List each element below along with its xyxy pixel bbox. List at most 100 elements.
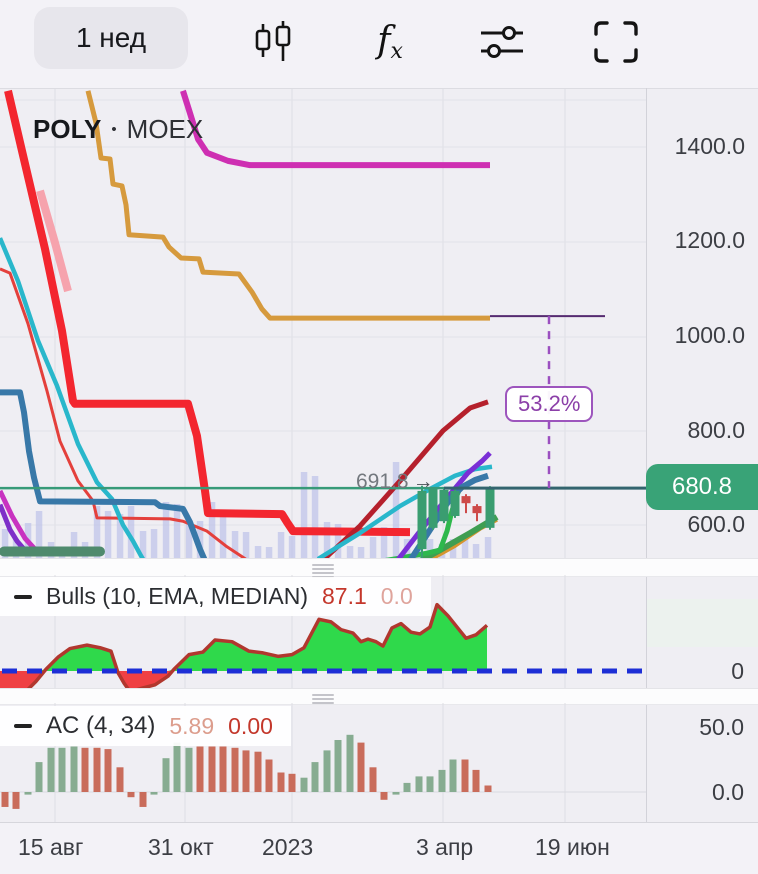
ma-purple-tail — [0, 503, 26, 551]
main-chart-panel — [0, 88, 758, 647]
fullscreen-icon — [593, 20, 639, 64]
ma-cyan-down — [0, 237, 146, 559]
interval-button[interactable]: 1 нед — [34, 7, 188, 69]
ac-bar — [426, 776, 434, 792]
ac-bar — [185, 747, 193, 792]
settings-button[interactable] — [472, 14, 532, 70]
volume-bar — [35, 511, 43, 559]
ma-orange — [85, 90, 490, 321]
ma-darkred-up — [320, 399, 489, 559]
ac-bar — [219, 746, 227, 792]
ac-bar — [116, 767, 124, 792]
ac-indicator-canvas[interactable] — [0, 703, 646, 822]
indicators-button[interactable]: fx — [360, 14, 420, 70]
ac-bar — [277, 772, 285, 792]
ma-purple-up — [395, 451, 492, 559]
volume-bar — [357, 547, 365, 559]
volume-bar — [334, 524, 342, 559]
ac-bar — [81, 747, 89, 792]
volume-bar — [380, 527, 388, 559]
ac-bar — [127, 792, 135, 798]
ac-bar — [58, 747, 66, 792]
fib-percent-label[interactable]: 53.2% — [505, 386, 594, 422]
bulls-area — [0, 671, 487, 688]
volume-bar — [265, 547, 273, 559]
volume-bar — [219, 511, 227, 559]
stop-red-light — [36, 189, 72, 293]
volume-bar — [70, 532, 78, 559]
ac-axis-label: 0.0 — [712, 779, 744, 805]
time-axis[interactable]: 15 авг 31 окт 2023 3 апр 19 июн — [0, 822, 758, 874]
volume-bar — [484, 537, 492, 559]
ac-value-2: 0.00 — [228, 712, 273, 739]
minus-icon — [14, 594, 32, 599]
top-toolbar: 1 нед fx — [0, 0, 758, 89]
exchange-name: MOEX — [126, 114, 204, 144]
ac-bar — [380, 792, 388, 800]
ac-panel-drag-handle[interactable] — [312, 692, 334, 706]
volume-bar — [288, 536, 296, 559]
ac-bar — [449, 759, 457, 792]
right-arrow-icon: → — [412, 470, 434, 493]
volume-bar — [242, 532, 250, 559]
ac-value-1: 5.89 — [169, 712, 215, 739]
ac-bar — [93, 747, 101, 792]
ac-bar — [461, 759, 469, 792]
volume-bar — [150, 529, 158, 559]
symbol-title: POLY • MOEX — [33, 114, 203, 145]
ac-bar — [12, 792, 20, 809]
fullscreen-button[interactable] — [586, 14, 646, 70]
candle-body — [417, 490, 427, 550]
ac-bar — [1, 792, 9, 807]
time-axis-label: 31 окт — [148, 834, 214, 860]
price-level-marker[interactable]: 691.8 → — [356, 470, 434, 493]
main-chart-canvas[interactable] — [0, 89, 646, 559]
ac-label: AC (4, 34) — [46, 712, 156, 739]
volume-bar — [196, 521, 204, 559]
ac-bar — [47, 747, 55, 792]
bulls-area — [0, 604, 487, 671]
volume-bar — [127, 506, 135, 559]
panel-separator — [0, 688, 758, 705]
bulls-line — [26, 602, 489, 688]
bulls-value-1: 87.1 — [322, 583, 367, 609]
volume-bar — [369, 537, 377, 559]
ac-bar — [288, 773, 296, 792]
ac-bar — [369, 767, 377, 792]
volume-bar — [104, 511, 112, 559]
chart-type-button[interactable] — [244, 14, 304, 70]
stop-red — [4, 89, 411, 537]
ac-bar — [438, 769, 446, 792]
candle-body — [428, 489, 438, 528]
bulls-zero-label: 0 — [731, 658, 744, 684]
candle-body — [450, 490, 460, 517]
volume-bar — [139, 531, 147, 559]
ac-bar — [24, 792, 32, 795]
ac-indicator-legend[interactable]: AC (4, 34) 5.89 0.00 — [0, 706, 291, 746]
ac-bar — [173, 742, 181, 792]
ac-bar — [357, 742, 365, 792]
candle-body — [439, 489, 449, 522]
ac-bar — [139, 792, 147, 807]
separator-dot: • — [111, 121, 117, 138]
time-axis-label: 3 апр — [416, 834, 474, 860]
ac-bar — [35, 762, 43, 792]
bulls-value-2: 0.0 — [380, 583, 413, 609]
time-axis-label: 19 июн — [535, 834, 610, 860]
function-icon: fx — [377, 20, 403, 64]
ticker-name: POLY — [33, 114, 102, 144]
last-price-badge: 680.8 — [646, 464, 758, 510]
ac-bar — [300, 777, 308, 792]
ac-bar — [231, 747, 239, 792]
volume-bar — [311, 476, 319, 559]
price-axis-label: 1200.0 — [674, 227, 745, 253]
ma-green-med — [417, 514, 499, 559]
volume-bar — [1, 529, 9, 559]
price-axis[interactable]: 1400.0 1200.0 1000.0 800.0 600.0 — [646, 88, 758, 822]
price-axis-label: 1400.0 — [674, 133, 745, 159]
ma-magenta-tail — [0, 489, 37, 551]
candle-body — [472, 506, 482, 514]
ac-bar — [265, 759, 273, 792]
bulls-indicator-legend[interactable]: Bulls (10, EMA, MEDIAN) 87.1 0.0 — [0, 577, 431, 616]
